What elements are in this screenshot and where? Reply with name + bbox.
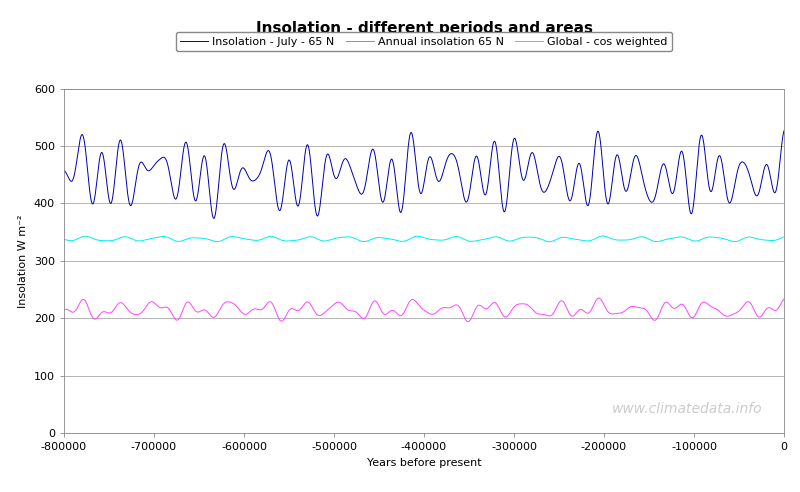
- Annual insolation 65 N: [650, 317, 660, 323]
- Global - cos weighted: [241, 236, 250, 242]
- Insolation - July - 65 N: [59, 167, 69, 173]
- Annual insolation 65 N: [59, 307, 69, 313]
- Insolation - July - 65 N: [750, 191, 760, 197]
- Line: Insolation - July - 65 N: Insolation - July - 65 N: [64, 131, 784, 218]
- Annual insolation 65 N: [633, 305, 642, 310]
- Insolation - July - 65 N: [650, 195, 660, 201]
- Line: Global - cos weighted: Global - cos weighted: [64, 236, 784, 242]
- Global - cos weighted: [59, 237, 69, 243]
- Annual insolation 65 N: [241, 311, 250, 317]
- Legend: Insolation - July - 65 N, Annual insolation 65 N, Global - cos weighted: Insolation - July - 65 N, Annual insolat…: [176, 32, 672, 51]
- Insolation - July - 65 N: [633, 154, 642, 160]
- Global - cos weighted: [750, 235, 760, 241]
- Insolation - July - 65 N: [130, 182, 140, 188]
- Global - cos weighted: [779, 234, 789, 240]
- Insolation - July - 65 N: [209, 215, 218, 221]
- Global - cos weighted: [545, 239, 554, 245]
- Insolation - July - 65 N: [698, 139, 708, 145]
- Annual insolation 65 N: [699, 299, 709, 305]
- Line: Annual insolation 65 N: Annual insolation 65 N: [64, 298, 784, 322]
- Text: www.climatedata.info: www.climatedata.info: [612, 402, 762, 416]
- Title: Insolation - different periods and areas: Insolation - different periods and areas: [255, 21, 593, 36]
- Global - cos weighted: [130, 238, 140, 244]
- Insolation - July - 65 N: [242, 169, 251, 175]
- Y-axis label: Insolation W m⁻²: Insolation W m⁻²: [18, 214, 28, 308]
- Annual insolation 65 N: [779, 296, 789, 302]
- Global - cos weighted: [633, 235, 642, 241]
- Insolation - July - 65 N: [779, 128, 789, 134]
- Global - cos weighted: [699, 236, 709, 242]
- X-axis label: Years before present: Years before present: [366, 458, 482, 467]
- Annual insolation 65 N: [130, 311, 140, 317]
- Annual insolation 65 N: [463, 319, 473, 325]
- Global - cos weighted: [598, 233, 608, 239]
- Annual insolation 65 N: [750, 309, 760, 315]
- Global - cos weighted: [650, 239, 660, 245]
- Annual insolation 65 N: [594, 295, 604, 301]
